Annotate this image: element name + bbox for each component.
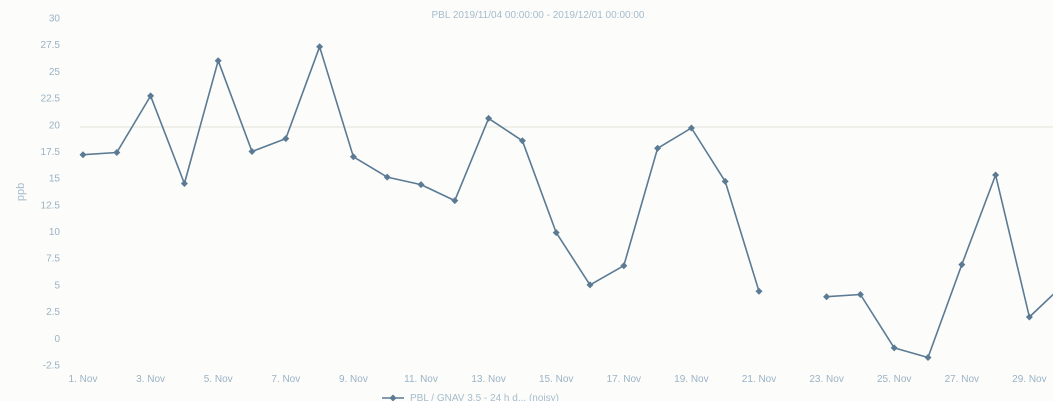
x-tick-label: 19. Nov bbox=[674, 374, 708, 385]
x-tick-label: 15. Nov bbox=[539, 374, 573, 385]
data-point[interactable] bbox=[856, 291, 864, 298]
data-point[interactable] bbox=[248, 148, 256, 155]
series-line bbox=[82, 45, 760, 292]
data-point[interactable] bbox=[383, 173, 391, 181]
data-point[interactable] bbox=[654, 144, 662, 152]
data-point[interactable] bbox=[958, 261, 966, 269]
chart-title: PBL 2019/11/04 00:00:00 - 2019/12/01 00:… bbox=[432, 10, 645, 21]
data-point[interactable] bbox=[890, 344, 898, 352]
y-tick-label: 2.5 bbox=[46, 307, 60, 318]
x-tick-label: 1. Nov bbox=[69, 374, 98, 385]
y-tick-label: 27.5 bbox=[41, 40, 61, 51]
data-point[interactable] bbox=[214, 57, 222, 65]
data-point[interactable] bbox=[755, 287, 763, 295]
y-tick-label: 5 bbox=[54, 280, 60, 291]
data-point[interactable] bbox=[147, 92, 155, 100]
x-tick-label: 11. Nov bbox=[404, 374, 438, 385]
y-tick-label: 30 bbox=[49, 14, 61, 25]
data-point[interactable] bbox=[79, 151, 87, 159]
data-point[interactable] bbox=[1025, 313, 1033, 321]
data-point[interactable] bbox=[349, 153, 357, 161]
y-tick-label: 25 bbox=[49, 67, 61, 78]
data-point[interactable] bbox=[316, 43, 324, 51]
data-point[interactable] bbox=[924, 354, 932, 361]
data-point[interactable] bbox=[586, 281, 594, 289]
y-tick-label: 0 bbox=[54, 334, 60, 345]
data-point[interactable] bbox=[485, 114, 493, 122]
data-point[interactable] bbox=[721, 177, 729, 185]
series-line bbox=[826, 174, 1053, 359]
x-tick-label: 17. Nov bbox=[607, 374, 641, 385]
data-point[interactable] bbox=[620, 262, 628, 270]
y-tick-label: 7.5 bbox=[46, 254, 60, 265]
y-tick-label: 15 bbox=[49, 174, 61, 185]
data-point[interactable] bbox=[180, 180, 188, 187]
x-tick-label: 3. Nov bbox=[136, 374, 165, 385]
y-tick-label: 20 bbox=[49, 120, 61, 131]
x-tick-label: 25. Nov bbox=[877, 374, 911, 385]
legend[interactable]: PBL / GNAV 3.5 - 24 h d... (noisy) bbox=[382, 393, 559, 401]
x-tick-label: 13. Nov bbox=[471, 374, 505, 385]
x-tick-label: 9. Nov bbox=[339, 374, 368, 385]
data-point[interactable] bbox=[282, 135, 290, 143]
y-tick-label: 17.5 bbox=[41, 147, 61, 158]
x-tick-label: 5. Nov bbox=[204, 374, 233, 385]
x-tick-label: 27. Nov bbox=[945, 374, 979, 385]
y-tick-label: -2.5 bbox=[43, 361, 61, 372]
y-axis-ticks: 30 27.5 25 22.5 20 17.5 15 12.5 10 7.5 5 2.5 0 -2.5 bbox=[41, 14, 61, 372]
x-axis-ticks: 1. Nov 3. Nov 5. Nov 7. Nov 9. Nov 11. Nov 13.… bbox=[69, 374, 1047, 385]
x-tick-label: 29. Nov bbox=[1012, 374, 1046, 385]
data-point[interactable] bbox=[113, 149, 121, 156]
y-axis-label: ppb bbox=[15, 183, 27, 201]
y-tick-label: 22.5 bbox=[41, 94, 61, 105]
data-point[interactable] bbox=[992, 171, 1000, 179]
y-tick-label: 10 bbox=[49, 227, 61, 238]
y-tick-label: 12.5 bbox=[41, 200, 61, 211]
data-point[interactable] bbox=[417, 181, 425, 189]
series-group bbox=[79, 43, 1053, 361]
data-point[interactable] bbox=[823, 293, 831, 301]
x-tick-label: 7. Nov bbox=[271, 374, 300, 385]
data-point[interactable] bbox=[518, 137, 526, 145]
data-point[interactable] bbox=[451, 197, 459, 205]
x-tick-label: 23. Nov bbox=[809, 374, 843, 385]
legend-series-name: PBL / GNAV 3.5 - 24 h d... (noisy) bbox=[410, 393, 559, 401]
legend-marker-icon bbox=[389, 394, 397, 401]
x-tick-label: 21. Nov bbox=[742, 374, 776, 385]
data-point[interactable] bbox=[687, 124, 695, 132]
data-point[interactable] bbox=[552, 229, 560, 237]
